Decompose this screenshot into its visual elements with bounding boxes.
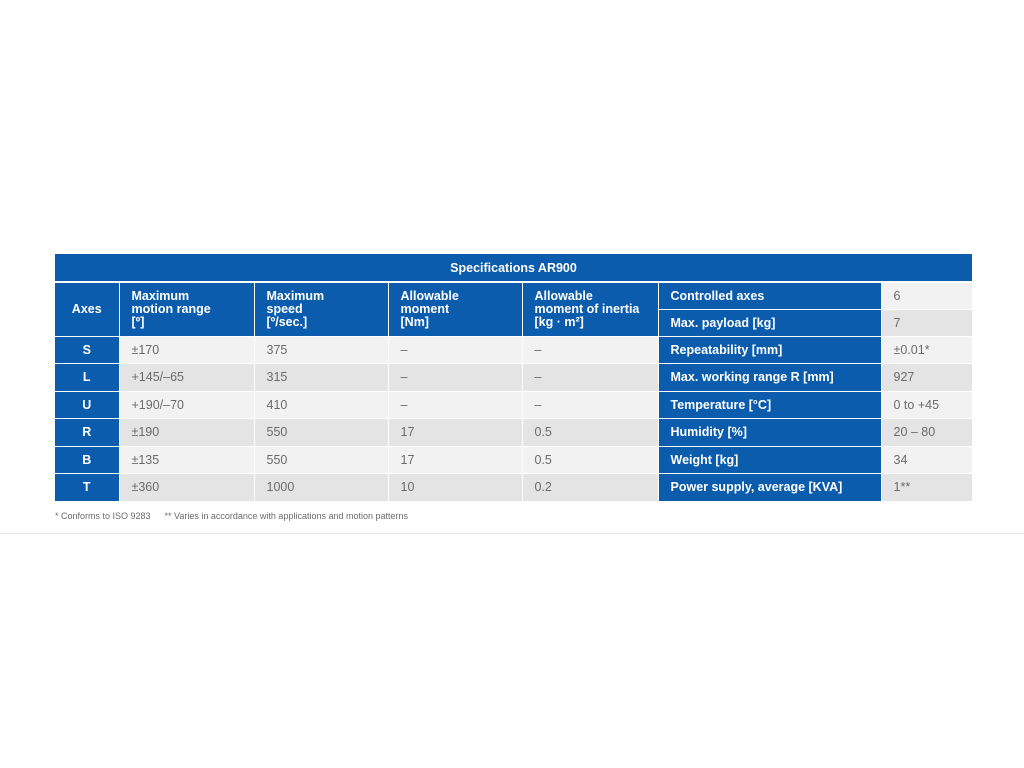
property-value: 6 [881,282,973,310]
header-text: Maximum [131,289,190,303]
table-row: T ±360 1000 10 0.2 Power supply, average… [55,473,973,502]
property-value: 0 to +45 [881,391,973,419]
property-label: Max. payload [kg] [658,309,882,337]
property-label: Humidity [%] [658,418,882,447]
property-label: Controlled axes [658,282,882,310]
axis-label: S [55,336,120,364]
header-axes: Axes [55,282,120,337]
specifications-table: Specifications AR900 Axes Maximum motion… [55,254,973,502]
header-row-2: Max. payload [kg] 7 [55,309,973,337]
specifications-sheet: Specifications AR900 Axes Maximum motion… [55,254,973,521]
header-unit: [Nm] [400,315,429,329]
property-label: Repeatability [mm] [658,336,882,364]
motion-range-value: +145/–65 [119,363,255,392]
property-value: 20 – 80 [881,418,973,447]
footnote-iso: * Conforms to ISO 9283 [55,510,151,521]
header-unit: [kg · m²] [534,315,584,329]
speed-value: 550 [254,418,389,447]
header-row: Axes Maximum motion range [º] Maximum sp… [55,282,973,337]
moment-value: – [388,363,523,392]
motion-range-value: ±135 [119,446,255,474]
axis-label: U [55,391,120,419]
moment-value: – [388,336,523,364]
table-row: L +145/–65 315 – – Max. working range R … [55,363,973,392]
property-label: Weight [kg] [658,446,882,474]
speed-value: 550 [254,446,389,474]
moment-value: – [388,391,523,419]
property-value: 1** [881,473,973,502]
header-text: motion range [131,302,211,316]
speed-value: 315 [254,363,389,392]
motion-range-value: ±170 [119,336,255,364]
property-label: Max. working range R [mm] [658,363,882,392]
table-title-row: Specifications AR900 [55,254,973,283]
axis-label: B [55,446,120,474]
inertia-value: 0.5 [522,418,659,447]
table-row: R ±190 550 17 0.5 Humidity [%] 20 – 80 [55,418,973,447]
speed-value: 410 [254,391,389,419]
header-text: Maximum [266,289,325,303]
inertia-value: – [522,363,659,392]
header-axes-label: Axes [71,301,102,316]
header-inertia: Allowable moment of inertia [kg · m²] [522,282,659,337]
header-moment: Allowable moment [Nm] [388,282,523,337]
moment-value: 17 [388,418,523,447]
divider-line [0,533,1024,534]
header-speed: Maximum speed [º/sec.] [254,282,389,337]
inertia-value: – [522,336,659,364]
moment-value: 10 [388,473,523,502]
inertia-value: – [522,391,659,419]
header-text: Allowable [400,289,459,303]
header-text: moment of inertia [534,302,640,316]
table-row: S ±170 375 – – Repeatability [mm] ±0.01* [55,336,973,364]
footnotes: * Conforms to ISO 9283 ** Varies in acco… [55,511,972,521]
header-motion-range: Maximum motion range [º] [119,282,255,337]
header-unit: [º] [131,315,145,329]
axis-label: T [55,473,120,502]
header-text: moment [400,302,450,316]
property-label: Temperature [°C] [658,391,882,419]
header-unit: [º/sec.] [266,315,308,329]
property-value: 927 [881,363,973,392]
property-value: 7 [881,309,973,337]
table-row: B ±135 550 17 0.5 Weight [kg] 34 [55,446,973,474]
motion-range-value: ±360 [119,473,255,502]
speed-value: 375 [254,336,389,364]
motion-range-value: +190/–70 [119,391,255,419]
header-text: speed [266,302,303,316]
footnote-varies: ** Varies in accordance with application… [164,510,409,521]
moment-value: 17 [388,446,523,474]
table-title: Specifications AR900 [55,254,973,283]
property-label: Power supply, average [KVA] [658,473,882,502]
inertia-value: 0.2 [522,473,659,502]
axis-label: R [55,418,120,447]
axis-label: L [55,363,120,392]
property-value: 34 [881,446,973,474]
motion-range-value: ±190 [119,418,255,447]
header-text: Allowable [534,289,593,303]
table-row: U +190/–70 410 – – Temperature [°C] 0 to… [55,391,973,419]
property-value: ±0.01* [881,336,973,364]
speed-value: 1000 [254,473,389,502]
inertia-value: 0.5 [522,446,659,474]
